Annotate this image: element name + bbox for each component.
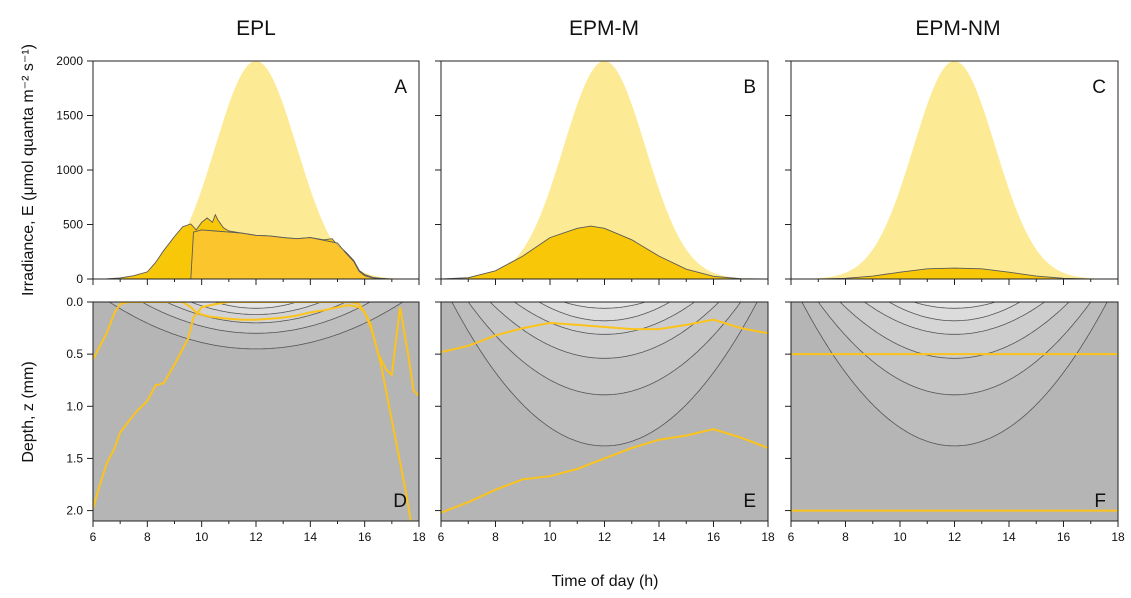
x-axis-label-time: Time of day (h) xyxy=(552,573,659,590)
plot-area xyxy=(93,61,419,279)
y-tick-label: 500 xyxy=(63,218,83,232)
y-tick-label: 1000 xyxy=(56,163,83,177)
x-tick-label: 8 xyxy=(842,530,849,544)
x-tick-label: 12 xyxy=(598,530,612,544)
panel-letter: E xyxy=(743,491,756,512)
light-contour xyxy=(563,302,646,309)
column-title-epm-m: EPM-M xyxy=(569,17,639,40)
x-tick-label: 8 xyxy=(492,530,499,544)
x-tick-label: 6 xyxy=(788,530,795,544)
y-tick-label: 1.0 xyxy=(66,399,83,413)
plot-area xyxy=(441,61,768,279)
x-tick-label: 10 xyxy=(543,530,557,544)
panel-c: C xyxy=(785,60,1119,285)
plot-frame xyxy=(790,60,1119,280)
absorbed-irradiance-area xyxy=(93,229,419,279)
absorbed-irradiance-line xyxy=(93,213,419,279)
plot-frame xyxy=(440,60,769,280)
panel-letter: D xyxy=(393,491,407,512)
light-contour xyxy=(913,302,996,309)
light-contour xyxy=(538,302,671,322)
plot-area xyxy=(791,61,1118,279)
x-tick-label: 16 xyxy=(707,530,721,544)
panel-b: B xyxy=(435,60,769,285)
y-axis-label-depth: Depth, z (mm) xyxy=(20,361,37,462)
incident-irradiance-area xyxy=(791,61,1118,279)
absorbed-irradiance-area xyxy=(441,226,768,279)
plot-frame xyxy=(440,301,769,522)
x-tick-label: 6 xyxy=(438,530,445,544)
panel-letter: C xyxy=(1092,77,1106,98)
panel-letter: B xyxy=(743,77,756,98)
y-tick-label: 2000 xyxy=(56,54,83,68)
absorbed-irradiance-line xyxy=(441,225,768,279)
depth-trace-line xyxy=(441,318,768,354)
plot-frame xyxy=(92,301,420,522)
absorbed-irradiance-line xyxy=(791,267,1118,279)
light-contour xyxy=(215,302,297,309)
x-tick-label: 12 xyxy=(948,530,962,544)
plot-area xyxy=(441,302,768,521)
panel-letter: F xyxy=(1094,491,1106,512)
panel-a: 0 500 1000 1500 2000 A xyxy=(56,54,420,286)
y-tick-label: 0.5 xyxy=(66,347,83,361)
y-tick-label: 1.5 xyxy=(66,451,83,465)
panel-d: 6 8 10 12 14 16 18 0.0 0.5 1.0 1.5 2.0 D xyxy=(66,295,426,544)
panel-e: 6 8 10 12 14 16 18 E xyxy=(435,301,775,544)
light-contour xyxy=(888,302,1021,322)
x-tick-label: 8 xyxy=(144,530,151,544)
plot-frame xyxy=(92,60,420,280)
x-tick-label: 14 xyxy=(304,530,318,544)
x-tick-label: 16 xyxy=(1057,530,1071,544)
column-title-epl: EPL xyxy=(236,17,276,40)
y-tick-label: 0 xyxy=(76,272,83,286)
y-tick-label: 0.0 xyxy=(66,295,83,309)
x-tick-label: 18 xyxy=(761,530,775,544)
x-tick-label: 16 xyxy=(358,530,372,544)
plot-frame xyxy=(790,301,1119,522)
plot-area xyxy=(93,302,419,521)
x-tick-label: 14 xyxy=(1002,530,1016,544)
absorbed-irradiance-line xyxy=(93,229,419,279)
x-tick-label: 10 xyxy=(893,530,907,544)
depth-trace-line xyxy=(93,302,412,521)
x-tick-label: 12 xyxy=(249,530,263,544)
panel-letter: A xyxy=(394,77,407,98)
x-tick-label: 14 xyxy=(652,530,666,544)
x-tick-label: 10 xyxy=(195,530,209,544)
y-tick-label: 2.0 xyxy=(66,504,83,518)
column-title-epm-nm: EPM-NM xyxy=(915,17,1000,40)
incident-irradiance-area xyxy=(441,61,768,279)
plot-area xyxy=(791,302,1118,521)
x-tick-label: 6 xyxy=(90,530,97,544)
incident-irradiance-area xyxy=(93,61,419,279)
panel-f: 6 8 10 12 14 16 18 F xyxy=(785,301,1125,544)
x-tick-label: 18 xyxy=(1111,530,1125,544)
x-tick-label: 18 xyxy=(412,530,426,544)
y-tick-label: 1500 xyxy=(56,109,83,123)
y-axis-label-irradiance: Irradiance, E (μmol quanta m⁻² s⁻¹) xyxy=(20,44,37,296)
depth-trace-line xyxy=(441,428,768,514)
